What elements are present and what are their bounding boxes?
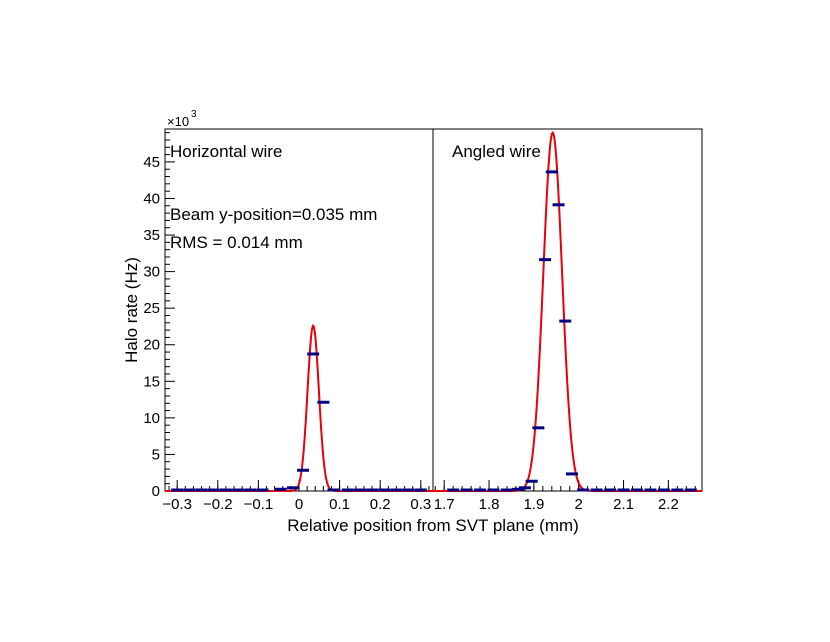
x-tick-label: 2.1 — [613, 496, 634, 513]
x-axis-title: Relative position from SVT plane (mm) — [287, 516, 579, 535]
x-tick-label: 0.1 — [329, 496, 350, 513]
annotation-beam-position: Beam y-position=0.035 mm — [170, 205, 377, 224]
y-tick-label: 20 — [143, 337, 160, 354]
fit-curve — [165, 324, 433, 492]
y-tick-label: 35 — [143, 227, 160, 244]
fit-curve — [433, 130, 702, 492]
x-tick-label: 0.3 — [410, 496, 431, 513]
x-tick-label: 2 — [575, 496, 583, 513]
x-tick-label: 0 — [295, 496, 303, 513]
panel-label-angled: Angled wire — [452, 142, 541, 161]
y-tick-label: 30 — [143, 264, 160, 281]
y-tick-label: 45 — [143, 154, 160, 171]
y-tick-label: 10 — [143, 410, 160, 427]
points-layer — [171, 170, 697, 492]
y-axis-title: Halo rate (Hz) — [122, 257, 141, 363]
x-tick-label: −0.3 — [162, 496, 192, 513]
annotation-rms: RMS = 0.014 mm — [170, 233, 303, 252]
y-tick-label: 0 — [152, 483, 160, 500]
x-tick-label: 0.2 — [370, 496, 391, 513]
x-tick-label: −0.2 — [203, 496, 233, 513]
y-tick-label: 40 — [143, 190, 160, 207]
x-tick-label: 1.9 — [523, 496, 544, 513]
panel-label-horizontal: Horizontal wire — [170, 142, 282, 161]
y-multiplier-exponent: 3 — [191, 109, 197, 120]
ticks-layer: 0 5 10 15 20 25 30 35 40 45 −0.3 −0.2 −0.1 0 0.1 0.2 0.3… — [143, 132, 696, 513]
y-tick-label: 15 — [143, 373, 160, 390]
x-tick-label: 1.8 — [479, 496, 500, 513]
y-multiplier-label: ×10 — [167, 114, 189, 129]
x-tick-label: 2.2 — [658, 496, 679, 513]
x-tick-label: −0.1 — [244, 496, 274, 513]
y-tick-label: 5 — [152, 446, 160, 463]
y-tick-label: 25 — [143, 300, 160, 317]
x-tick-label: 1.7 — [434, 496, 455, 513]
